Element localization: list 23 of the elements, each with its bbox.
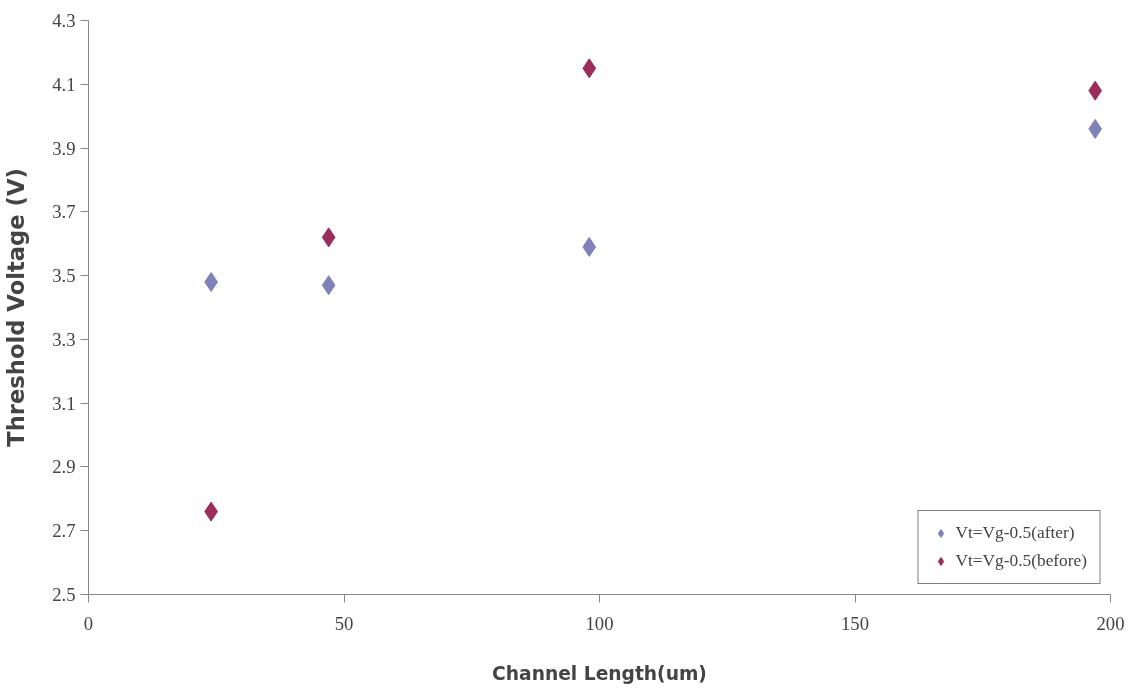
point	[582, 58, 597, 79]
point	[582, 236, 597, 257]
y-tick-label: 4.1	[52, 73, 76, 95]
x-tick-label: 100	[585, 612, 614, 634]
legend-label: Vt=Vg-0.5(after)	[955, 523, 1075, 543]
y-tick-label: 3.7	[52, 201, 76, 223]
x-axis-title: Channel Length(um)	[492, 662, 707, 684]
point	[321, 227, 336, 248]
y-tick-label: 3.3	[52, 328, 76, 350]
y-tick-label: 2.5	[52, 584, 76, 605]
x-tick-label: 50	[334, 612, 354, 634]
x-tick-label: 0	[83, 612, 94, 634]
y-tick-label: 2.9	[52, 456, 76, 478]
y-tick-label: 2.7	[52, 520, 76, 542]
y-axis-title: Threshold Voltage (V)	[3, 168, 30, 447]
y-tick-label: 3.1	[52, 392, 76, 414]
y-tick-label: 4.3	[52, 10, 76, 31]
y-tick-label: 3.5	[52, 265, 76, 287]
y-tick-label: 3.9	[52, 137, 76, 159]
x-tick-label: 150	[841, 612, 869, 634]
legend-label: Vt=Vg-0.5(before)	[955, 551, 1087, 571]
point	[321, 275, 336, 296]
x-tick-label: 200	[1096, 612, 1125, 634]
